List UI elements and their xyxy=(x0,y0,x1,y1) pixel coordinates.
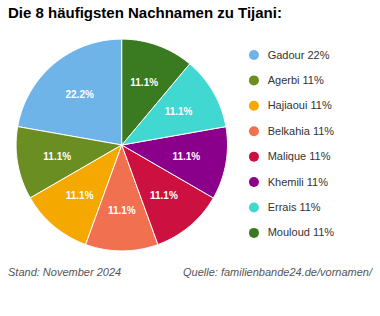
svg-text:11.1%: 11.1% xyxy=(150,190,178,201)
svg-text:11.1%: 11.1% xyxy=(165,106,193,117)
html-text:Die 8 häufigsten Nachnamen zu: Die 8 häufigsten Nachnamen zu Tijani: xyxy=(8,4,282,21)
svg-text:Mouloud 11%: Mouloud 11% xyxy=(268,226,335,238)
svg-text:11.1%: 11.1% xyxy=(66,190,94,201)
svg-text:11.1%: 11.1% xyxy=(130,77,158,88)
svg-text:Errais 11%: Errais 11% xyxy=(268,201,321,213)
html-text:Stand: November 2024: Stand: November 2024 xyxy=(8,266,122,278)
svg-text:22.2%: 22.2% xyxy=(65,89,93,100)
svg-text:Khemili 11%: Khemili 11% xyxy=(268,176,329,188)
svg-text:11.1%: 11.1% xyxy=(43,151,71,162)
svg-text:Agerbi 11%: Agerbi 11% xyxy=(268,74,324,86)
svg-text:Gadour 22%: Gadour 22% xyxy=(268,48,330,60)
html-text:Quelle: familienbande24.de/vor: Quelle: familienbande24.de/vornamen/ xyxy=(183,266,372,278)
svg-text:11.1%: 11.1% xyxy=(108,205,136,216)
svg-text:11.1%: 11.1% xyxy=(172,151,200,162)
svg-text:Belkahia 11%: Belkahia 11% xyxy=(268,125,335,137)
svg-text:Hajiaoui 11%: Hajiaoui 11% xyxy=(268,99,332,111)
svg-text:Malique 11%: Malique 11% xyxy=(268,150,331,162)
